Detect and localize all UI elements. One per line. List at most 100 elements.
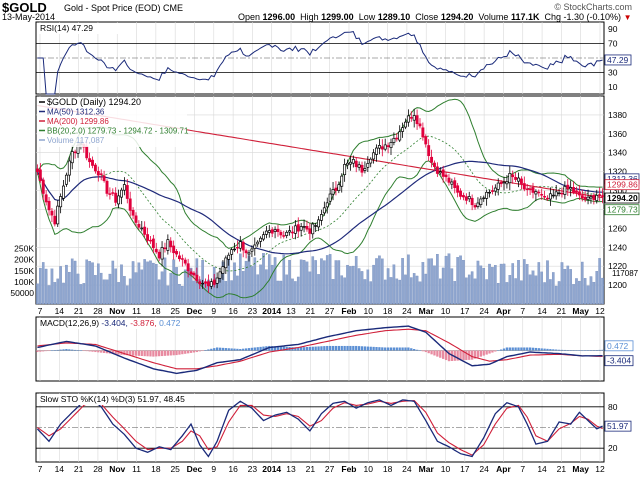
volume-bar [363,279,367,305]
macd-histogram-bar [392,347,396,351]
candle-body [227,254,231,260]
volume-bar [566,265,570,305]
macd-histogram-bar [447,350,451,362]
candle-body [453,180,457,188]
candle-body [456,185,460,193]
x-tick-label-bottom: 7 [520,464,525,474]
volume-bar [262,253,265,305]
macd-histogram-bar [334,345,338,351]
x-tick-label-bottom: 10 [364,464,374,474]
candle-body [366,163,370,168]
macd-legend-hist: 0.472 [159,318,181,328]
macd-histogram-bar [94,350,97,353]
macd-histogram-bar [137,350,141,356]
macd-histogram-bar [192,350,196,353]
macd-histogram-bar [198,350,201,352]
macd-histogram-bar [592,350,596,351]
volume-tick-label: 200K [14,255,34,265]
candle-body [470,197,474,206]
candle-body [149,239,152,242]
volume-bar [436,254,439,305]
low-value: 1289.10 [377,12,411,22]
macd-histogram-bar [424,350,427,353]
high-label: High [300,12,319,22]
volume-bar [41,262,45,305]
volume-bar [259,264,262,305]
volume-bar [375,258,378,305]
macd-histogram-bar [575,350,578,351]
candle-body [35,168,39,173]
candle-body [351,159,355,164]
volume-bar [108,273,112,305]
volume-bar [175,267,178,305]
candle-body [146,234,150,241]
candle-body [554,191,558,197]
macd-histogram-bar [62,349,65,351]
volume-label: Volume [478,12,509,22]
volume-bar [563,268,567,305]
macd-histogram-bar [97,350,100,353]
price-value-box [604,179,640,191]
candle-body [415,115,419,125]
macd-histogram-bar [453,350,456,361]
volume-bar [360,271,364,305]
volume-bar [522,259,526,305]
rsi-value-label: 47.29 [607,55,629,65]
volume-bar [456,257,459,305]
volume-bar [537,262,541,305]
volume-bar [238,253,242,305]
price-legend-entry: MA(200) 1299.86 [47,117,109,126]
macd-histogram-bar [317,346,320,351]
macd-histogram-bar [175,350,178,356]
candle-body [221,266,225,274]
candle-body [508,172,512,184]
volume-bar [230,280,233,305]
candle-body [377,145,381,149]
x-tick-label-price: 14 [537,306,547,316]
macd-histogram-bar [543,348,546,351]
candle-body [441,169,445,177]
macd-histogram-bar [601,349,604,351]
volume-bar [554,285,558,305]
x-tick-label-price: 14 [55,306,65,316]
volume-bar [131,261,135,305]
macd-histogram-bar [143,350,146,357]
macd-histogram-bar [566,350,569,351]
volume-bar [459,255,462,305]
candle-body [238,241,242,249]
candle-body [409,117,413,119]
candle-body [230,249,234,255]
candle-body [548,193,552,200]
volume-bar [152,262,155,305]
volume-bar [482,268,486,305]
stoch-y-tick-label: 80 [608,402,618,412]
x-tick-label-price: 27 [325,306,335,316]
price-legend-bg [37,97,187,147]
macd-histogram-bar [79,350,83,352]
volume-bar [531,270,535,305]
volume-bar [412,273,416,305]
macd-histogram-bar [300,347,303,351]
macd-histogram-bar [598,349,601,351]
volume-bar [285,274,288,305]
close-value: 1294.20 [440,12,474,22]
macd-histogram-bar [297,347,300,351]
volume-bar [543,282,546,305]
macd-histogram-bar [430,350,433,355]
macd-legend-value: -3.404, [101,318,130,328]
close-label: Close [415,12,439,22]
rsi-legend: RSI(14) 47.29 [40,23,93,33]
macd-histogram-bar [470,350,474,360]
x-tick-label-price: 16 [228,306,238,316]
candle-body [47,200,51,211]
volume-bar [502,263,506,305]
macd-legend: MACD(12,26,9) -3.404, -3.876, 0.472 [40,318,181,328]
volume-bar [250,266,254,305]
macd-histogram-bar [363,346,367,351]
macd-legend-name: MACD(12,26,9) [40,318,101,328]
candle-body [464,196,468,201]
macd-histogram-bar [114,350,117,355]
candle-body [244,250,248,254]
candle-body [291,231,294,234]
volume-bar [424,273,428,305]
